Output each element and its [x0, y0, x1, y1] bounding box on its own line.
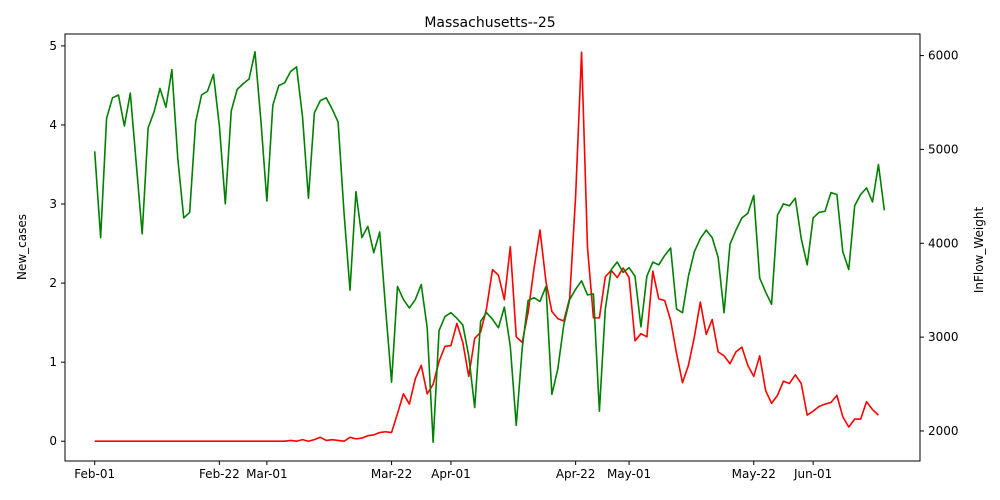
y-right-tick-label: 5000	[928, 142, 959, 156]
inflow-weight-line	[93, 51, 886, 444]
x-tick-label: Mar-22	[371, 467, 412, 481]
y-right-tick-label: 6000	[928, 49, 959, 63]
y-axis-left-label: New_cases	[15, 214, 29, 280]
x-tick-label: Feb-01	[74, 467, 115, 481]
y-left-tick-label: 2	[49, 276, 57, 290]
new-cases-line	[94, 51, 879, 443]
y-axis-right-label: InFlow_Weight	[972, 207, 986, 294]
x-tick-label: Feb-22	[199, 467, 240, 481]
x-tick-label: Mar-01	[246, 467, 287, 481]
x-tick-label: Apr-01	[431, 467, 471, 481]
y-left-tick-label: 1	[49, 355, 57, 369]
x-axis: Feb-01 Feb-22 Mar-01 Mar-22 Apr-01 Apr-22 May-…	[74, 461, 832, 481]
y-axis-right: 2000 3000 4000 5000 6000	[920, 49, 959, 438]
chart-title: Massachusetts--25	[424, 15, 555, 31]
x-tick-label: May-01	[607, 467, 651, 481]
y-axis-left: 0 1 2 3 4 5	[49, 39, 65, 448]
y-left-tick-label: 4	[49, 118, 57, 132]
y-right-tick-label: 2000	[928, 424, 959, 438]
x-tick-label: Jun-01	[793, 467, 832, 481]
plot-frame	[64, 33, 921, 462]
series-layer	[93, 51, 886, 444]
y-left-tick-label: 5	[49, 39, 57, 53]
y-left-tick-label: 3	[49, 197, 57, 211]
x-tick-label: Apr-22	[556, 467, 596, 481]
y-right-tick-label: 3000	[928, 330, 959, 344]
y-right-tick-label: 4000	[928, 236, 959, 250]
x-tick-label: May-22	[732, 467, 776, 481]
y-left-tick-label: 0	[49, 434, 57, 448]
